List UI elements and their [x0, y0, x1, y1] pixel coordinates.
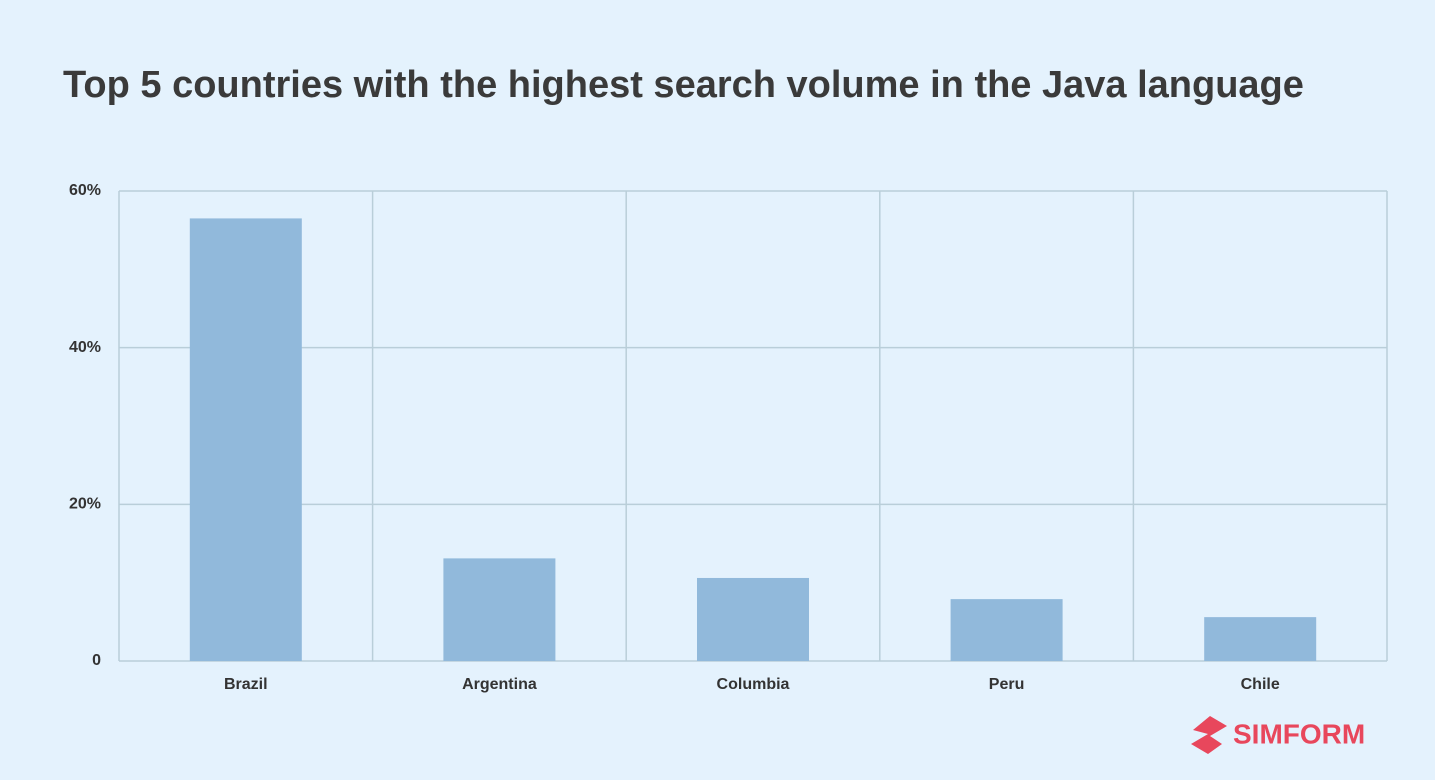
y-tick-label: 60% [69, 182, 101, 199]
bar [697, 577, 809, 661]
bar [1204, 617, 1317, 661]
chart-title: Top 5 countries with the highest search … [63, 64, 1304, 106]
logo-text: SIMFORM [1233, 718, 1365, 749]
bar [189, 218, 302, 661]
bar [950, 599, 1063, 661]
x-tick-label: Chile [1241, 676, 1280, 693]
x-tick-label: Peru [989, 676, 1025, 693]
x-tick-label: Brazil [224, 676, 268, 693]
y-tick-label: 0 [92, 652, 101, 669]
bar [443, 558, 556, 661]
y-tick-label: 40% [69, 339, 101, 356]
logo-icon [1191, 716, 1227, 754]
y-tick-label: 20% [69, 496, 101, 513]
x-tick-label: Argentina [462, 676, 537, 693]
x-tick-label: Columbia [717, 676, 790, 693]
logo: SIMFORM [1191, 716, 1365, 754]
